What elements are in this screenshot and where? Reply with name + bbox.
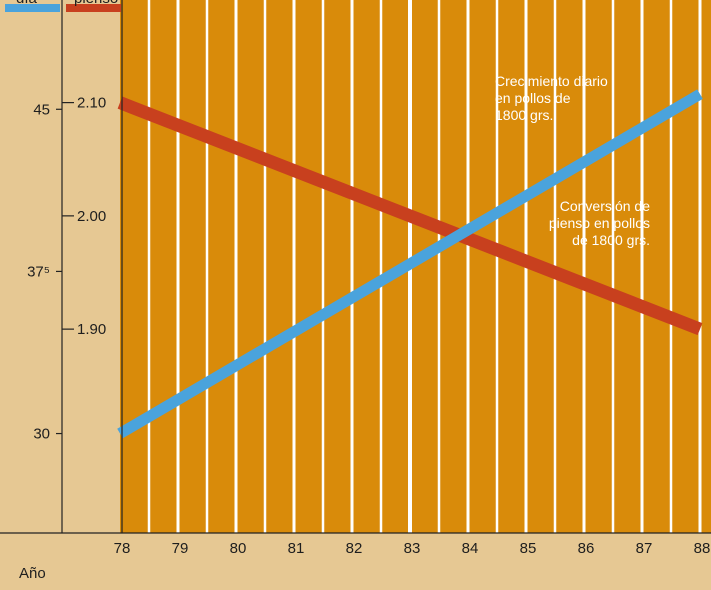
series-label-conversion-line: pienso en pollos	[549, 215, 650, 231]
x-axis-label: Año	[19, 565, 46, 582]
y-left-tick-label: 37⁵	[27, 263, 50, 280]
x-tick-label-88: 88	[694, 540, 711, 557]
series-label-growth: Crecimiento diario en pollos de 1800 grs.	[495, 73, 608, 123]
series-label-conversion-line: de 1800 grs.	[572, 232, 650, 248]
right-axis-color-key	[66, 4, 121, 12]
x-tick-label-81: 81	[288, 540, 305, 557]
x-tick-label-83: 83	[404, 540, 421, 557]
y-right-tick-label: 2.10	[77, 95, 106, 112]
y-left-tick-label: 30	[33, 426, 50, 443]
x-tick-label-86: 86	[578, 540, 595, 557]
series-label-conversion-line: Conversión de	[560, 198, 650, 214]
x-tick-label-82: 82	[346, 540, 363, 557]
left-axis-head: día	[16, 0, 38, 7]
x-tick-label-84: 84	[462, 540, 479, 557]
x-tick-label-87: 87	[636, 540, 653, 557]
series-line-growth	[117, 89, 703, 439]
series-label-conversion: Conversión de pienso en pollos de 1800 grs…	[549, 198, 650, 248]
series-line-conversion	[117, 96, 703, 336]
x-tick-label-80: 80	[230, 540, 247, 557]
y-right-tick-label: 2.00	[77, 208, 106, 225]
series-label-growth-line: en pollos de	[495, 90, 571, 106]
y-right-tick-label: 1.90	[77, 321, 106, 338]
x-tick-label-79: 79	[172, 540, 189, 557]
x-tick-label-85: 85	[520, 540, 537, 557]
y-left-tick-label: 45	[33, 101, 50, 118]
series-label-growth-line: Crecimiento diario	[495, 73, 608, 89]
x-tick-label-78: 78	[114, 540, 131, 557]
right-axis-head: pienso	[74, 0, 118, 7]
left-axis-color-key	[5, 4, 60, 12]
series-label-growth-line: 1800 grs.	[495, 107, 553, 123]
